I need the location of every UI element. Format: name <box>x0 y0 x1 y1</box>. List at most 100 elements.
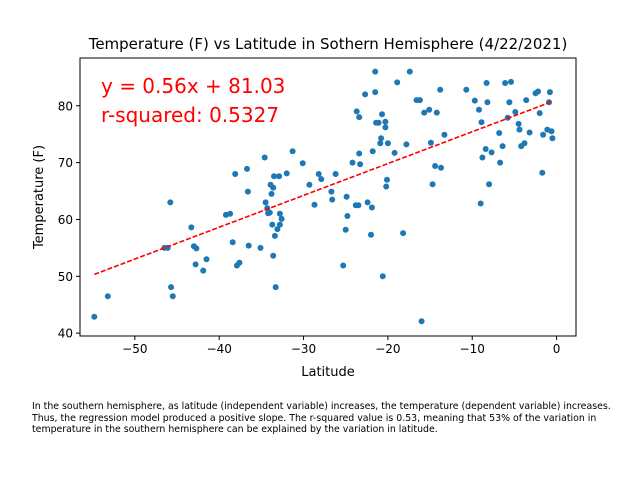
data-point <box>270 184 277 191</box>
data-point <box>377 140 384 147</box>
data-point <box>426 106 433 113</box>
data-point <box>502 80 509 86</box>
data-point <box>479 154 486 161</box>
data-point <box>515 120 522 127</box>
regression-line <box>94 100 553 276</box>
data-point <box>271 173 277 180</box>
data-point <box>499 143 506 150</box>
data-point <box>268 190 275 197</box>
data-point <box>311 201 318 208</box>
data-point <box>227 210 234 217</box>
data-point <box>229 239 236 246</box>
data-point <box>535 88 541 95</box>
data-point <box>362 91 369 98</box>
data-point <box>497 159 504 166</box>
data-point <box>332 171 339 177</box>
y-tick-label: 40 <box>58 327 73 341</box>
data-point <box>394 79 401 86</box>
data-point <box>276 173 283 180</box>
data-point <box>356 114 363 121</box>
data-point <box>391 149 398 156</box>
data-point <box>257 244 264 251</box>
data-point <box>375 119 382 126</box>
data-point <box>232 171 239 177</box>
data-point <box>540 131 547 138</box>
data-point <box>368 231 374 238</box>
data-point <box>369 148 376 155</box>
x-tick-label: 0 <box>553 342 561 356</box>
data-point <box>357 161 364 168</box>
data-point <box>353 108 360 115</box>
data-point <box>421 109 428 116</box>
data-point <box>523 97 530 104</box>
x-tick-label: −50 <box>122 342 147 356</box>
chart-caption: In the southern hemisphere, as latitude … <box>32 401 611 435</box>
data-point <box>266 209 273 216</box>
data-point <box>368 204 375 211</box>
x-axis: −50 −40 −30 −20 −10 0 <box>122 336 560 356</box>
data-point <box>433 109 440 116</box>
x-tick-label: −20 <box>375 342 400 356</box>
data-point <box>546 89 553 96</box>
y-tick-label: 70 <box>58 156 73 170</box>
x-tick-label: −40 <box>207 342 232 356</box>
data-point <box>526 129 533 136</box>
plot-area: y = 0.56x + 81.03 r-squared: 0.5327 <box>79 57 577 337</box>
x-tick-label: −30 <box>291 342 316 356</box>
data-point <box>200 267 207 274</box>
data-point <box>429 181 436 188</box>
data-point <box>506 99 513 106</box>
regression-equation: y = 0.56x + 81.03 <box>101 74 285 98</box>
data-point <box>549 135 556 142</box>
data-point <box>342 226 349 233</box>
data-point <box>104 293 111 300</box>
data-point <box>236 259 243 266</box>
data-point <box>168 284 175 291</box>
data-point <box>432 163 439 169</box>
data-point <box>289 148 296 155</box>
data-point <box>482 146 489 152</box>
data-point <box>262 199 269 206</box>
data-point <box>274 226 281 233</box>
data-point <box>484 99 491 106</box>
data-point <box>483 80 490 86</box>
data-point <box>299 160 306 167</box>
data-point <box>383 183 390 190</box>
data-point <box>521 140 528 147</box>
data-point <box>437 86 444 93</box>
data-point <box>378 135 385 142</box>
data-point <box>536 110 543 117</box>
r-squared-label: r-squared: 0.5327 <box>101 103 279 127</box>
data-point <box>486 181 493 188</box>
data-point <box>203 256 210 263</box>
data-point <box>471 97 478 104</box>
data-point <box>372 68 379 75</box>
data-point <box>328 188 335 195</box>
data-point <box>403 141 410 148</box>
data-point <box>271 232 278 239</box>
data-point <box>340 262 347 269</box>
data-point <box>349 159 356 166</box>
data-point <box>188 224 195 231</box>
x-axis-label: Latitude <box>301 365 355 380</box>
data-point <box>192 261 199 268</box>
data-point <box>539 169 546 176</box>
data-point <box>343 193 350 200</box>
data-point <box>496 130 503 136</box>
data-point <box>356 150 363 157</box>
data-point <box>261 154 268 161</box>
data-point <box>384 176 390 183</box>
data-point <box>269 221 276 228</box>
data-point <box>384 140 391 147</box>
plot-frame <box>79 57 577 337</box>
data-point <box>427 139 434 146</box>
data-point <box>329 196 336 203</box>
chart-title: Temperature (F) vs Latitude in Sothern H… <box>88 35 568 53</box>
y-tick-label: 80 <box>58 99 73 113</box>
y-tick-label: 60 <box>58 213 73 227</box>
data-point <box>476 106 482 113</box>
data-point <box>406 68 413 75</box>
data-point <box>438 164 444 171</box>
data-point <box>278 215 285 222</box>
data-point <box>276 210 283 217</box>
